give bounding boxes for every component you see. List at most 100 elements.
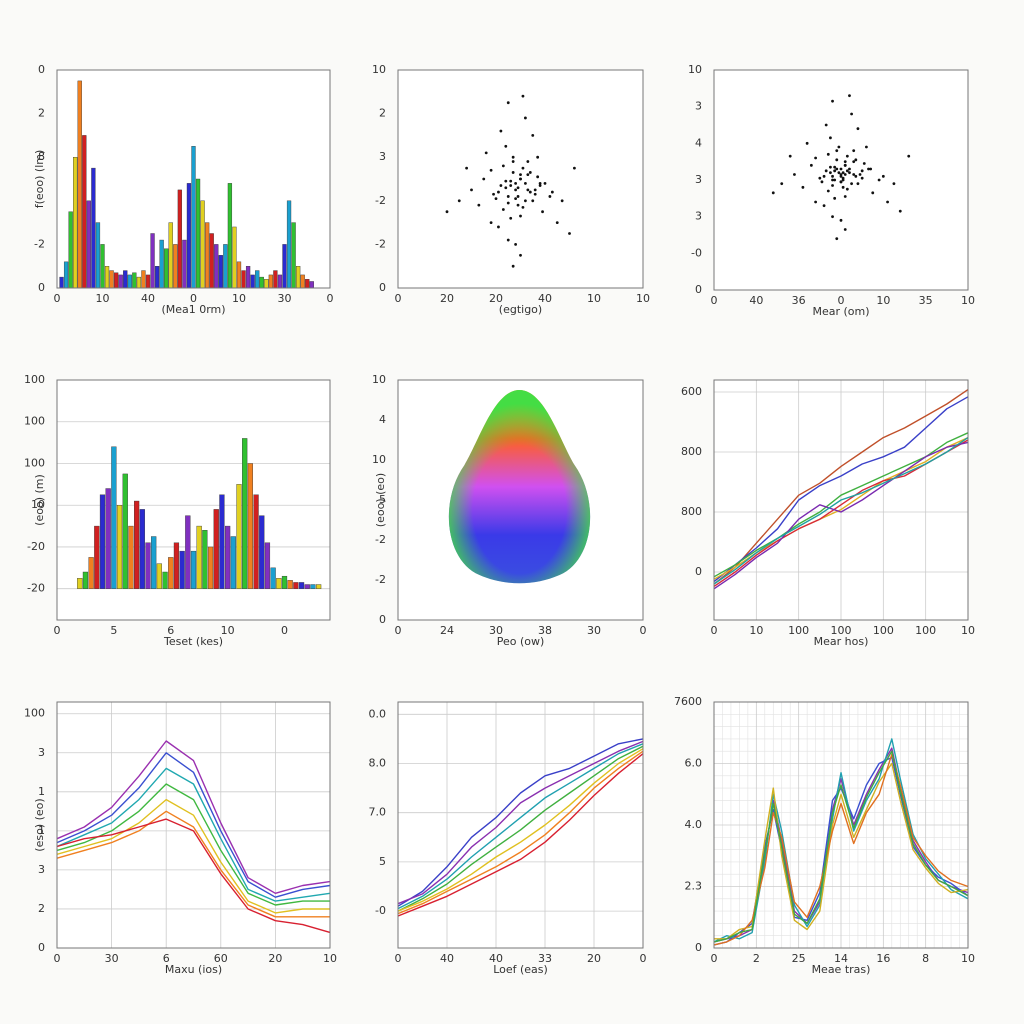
scatter-point [521,166,525,170]
scatter-point [501,164,505,168]
bar [281,575,288,589]
bar [259,276,264,289]
bar [118,274,123,289]
bar [205,222,210,289]
scatter-point [533,192,537,196]
scatter-point [841,171,845,175]
plot-area [398,702,643,948]
y-tick-label: 0 [695,565,702,578]
y-tick-label: -20 [27,540,45,553]
bar [173,244,178,289]
scatter-point [865,145,868,149]
bar [168,222,173,289]
scatter-point [818,176,822,180]
bar [277,274,283,289]
y-tick-label: 3 [38,863,45,876]
bar [191,146,196,289]
scatter-point [497,190,500,194]
line-series [56,810,330,918]
scatter-point [465,166,468,170]
scatter-point [514,181,517,185]
x-axis-label: Loef (eas) [493,963,548,976]
bar [264,542,271,589]
scatter-point [848,171,851,175]
line-series [397,753,644,917]
bar [73,156,78,289]
scatter-point [843,195,847,198]
scatter-point [536,155,540,159]
scatter-point [831,99,834,103]
line-series [397,738,644,907]
y-tick-label: -2 [375,573,386,586]
y-tick-label: 100 [24,707,45,720]
x-tick-label: 10 [961,294,975,307]
scatter-point [519,173,522,177]
scatter-point [822,204,826,208]
y-tick-label: 3 [695,210,702,223]
x-tick-label: 30 [587,624,601,637]
scatter-point [805,141,809,145]
line-series [397,750,644,915]
scatter-point [526,160,530,163]
x-tick-label: 40 [141,292,155,305]
scatter-point [506,195,510,198]
y-tick-label: 2 [38,107,45,120]
y-tick-label: 10 [372,453,386,466]
x-tick-label: 14 [834,952,848,965]
scatter-point [814,200,817,204]
bar [223,244,228,289]
bar [264,279,269,289]
y-axis-label: (eso) (eo) [33,798,46,851]
x-tick-label: 8 [922,952,929,965]
plot-frame [56,701,331,949]
scatter-point [852,160,856,164]
x-tick-label: 0 [190,292,197,305]
x-tick-label: 0 [711,952,718,965]
scatter-point [514,197,517,201]
x-tick-label: 0 [395,624,402,637]
scatter-point [824,169,828,173]
y-tick-label: 7600 [674,695,702,708]
scatter-point [852,173,856,176]
line-series [56,783,330,906]
x-tick-label: 38 [538,624,552,637]
y-tick-label: 10 [372,63,386,76]
scatter-point [506,238,510,242]
scatter-point [833,165,837,169]
bar [82,571,89,589]
bar [227,183,233,289]
y-tick-label: 5 [379,493,386,506]
bar [132,272,137,289]
scatter-point [835,158,839,162]
scatter-point [862,162,866,165]
y-tick-label: 0 [695,941,702,954]
scatter-point [829,136,832,140]
bar [282,244,287,289]
bar [293,582,299,589]
scatter-point [528,190,532,194]
x-tick-label: 0 [54,952,61,965]
bar [141,270,146,289]
x-tick-label: 0 [395,292,402,305]
scatter-point [543,181,547,185]
scatter-point [843,163,847,167]
line-series [56,740,331,894]
chart-panel: 0 40 36 0 10 35 10 0 -0 3 3 4 3 10 Mear (om) [688,63,975,318]
line-series [713,441,969,590]
bar [128,525,134,589]
y-tick-label: 800 [681,505,702,518]
x-axis-label: Maxu (ios) [165,963,222,976]
y-tick-label: 3 [38,746,45,759]
scatter-point [839,174,843,178]
bar [298,582,305,589]
plot-frame [713,69,969,291]
bar [116,505,123,589]
bar [242,438,248,589]
scatter-point [831,174,834,178]
bar [186,183,192,289]
y-tick-label: 2 [379,107,386,120]
y-tick-label: 0 [379,613,386,626]
